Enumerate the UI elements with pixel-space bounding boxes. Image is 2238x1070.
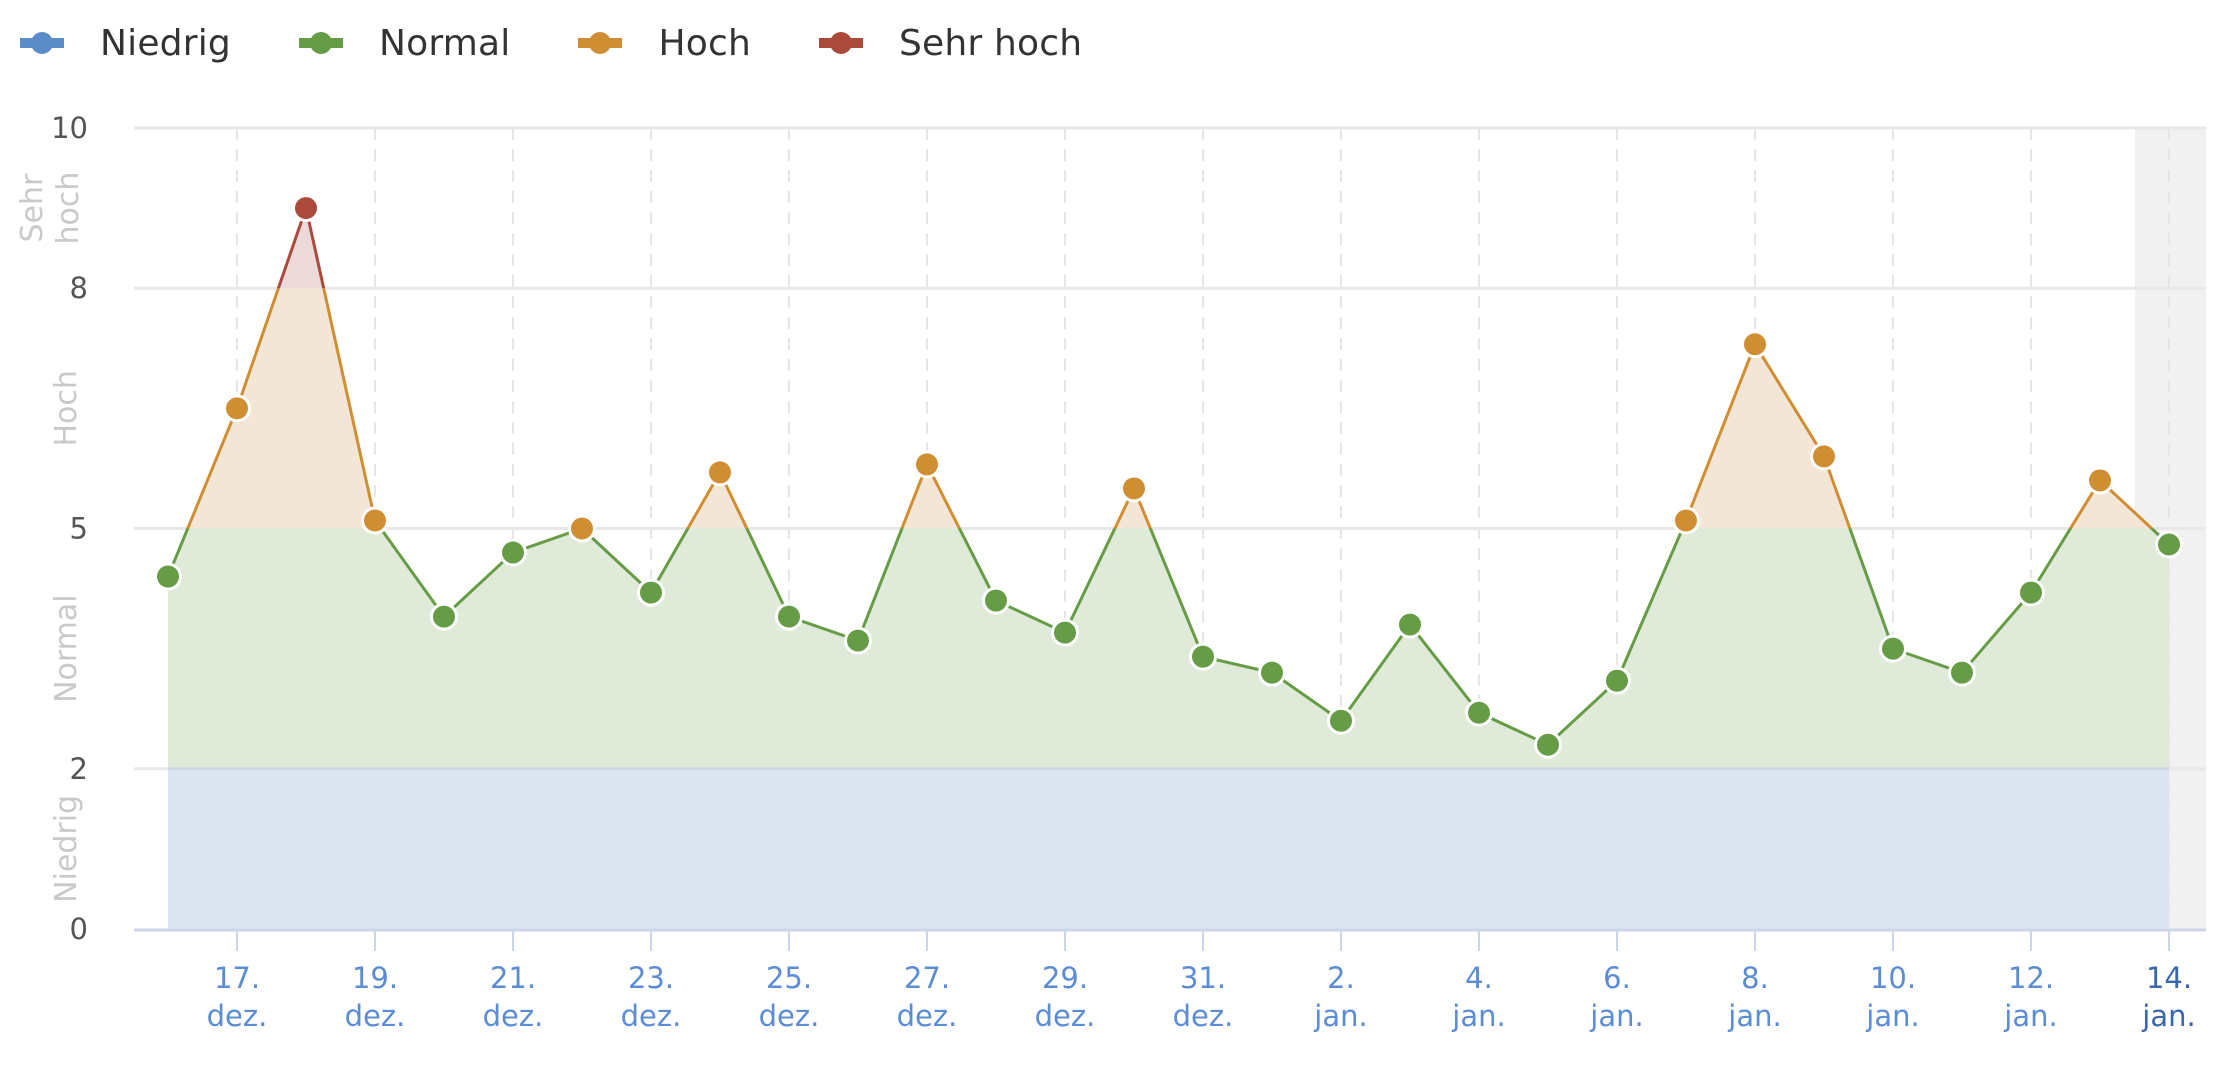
data-point[interactable] (223, 394, 251, 423)
data-point[interactable] (706, 458, 734, 487)
x-tick-label: 17. dez. (207, 961, 268, 1033)
x-tick-label: 2. jan. (1313, 961, 1367, 1033)
data-point[interactable] (775, 602, 803, 631)
x-tick-label: 6. jan. (1589, 961, 1643, 1033)
x-tick-label: 31. dez. (1173, 961, 1234, 1033)
series-line-segment (166, 528, 2171, 747)
band-axis-label: Normal (49, 594, 84, 703)
y-tick-label: 5 (70, 512, 88, 546)
data-point[interactable] (499, 538, 527, 567)
data-point[interactable] (637, 578, 665, 607)
legend-item-hoch[interactable]: Hoch (578, 23, 751, 64)
data-point[interactable] (1120, 474, 1148, 503)
x-tick-label: 23. dez. (621, 961, 682, 1033)
legend-item-normal[interactable]: Normal (299, 23, 510, 64)
data-point[interactable] (1741, 330, 1769, 359)
legend-label: Normal (379, 22, 511, 64)
data-point[interactable] (1396, 610, 1424, 639)
y-tick-label: 10 (51, 111, 88, 145)
data-point[interactable] (1603, 666, 1631, 695)
series-line-segment (186, 288, 2154, 529)
band-area-hoch (187, 288, 2152, 529)
data-point[interactable] (1189, 642, 1217, 671)
data-point[interactable] (2017, 578, 2045, 607)
data-point[interactable] (1327, 706, 1355, 735)
band-axis-label: Niedrig (49, 795, 84, 903)
x-tick-label: 4. jan. (1451, 961, 1505, 1033)
data-point[interactable] (1534, 730, 1562, 759)
x-tick-label: 14. jan. (2141, 961, 2195, 1033)
x-tick-label: 29. dez. (1035, 961, 1096, 1033)
band-axis-label: Hoch (49, 370, 84, 446)
x-tick-label: 19. dez. (345, 961, 406, 1033)
data-point[interactable] (1948, 658, 1976, 687)
y-tick-label: 0 (70, 912, 88, 946)
x-tick-label: 8. jan. (1727, 961, 1781, 1033)
circle-line-marker-icon (818, 32, 863, 54)
x-tick-label: 21. dez. (483, 961, 544, 1033)
y-tick-label: 2 (70, 752, 88, 786)
data-point[interactable] (568, 514, 596, 543)
circle-line-marker-icon (578, 32, 623, 54)
data-point[interactable] (361, 506, 389, 535)
circle-line-marker-icon (299, 32, 343, 54)
data-point[interactable] (1879, 634, 1907, 663)
data-point[interactable] (1258, 658, 1286, 687)
data-point[interactable] (154, 562, 182, 591)
band-area-sehr-hoch (278, 208, 324, 289)
legend-label: Niedrig (100, 22, 231, 64)
data-point[interactable] (292, 194, 320, 223)
legend-item-niedrig[interactable]: Niedrig (20, 23, 231, 64)
chart-legend: Niedrig Normal Hoch Sehr hoch (20, 14, 1150, 72)
data-point[interactable] (2155, 530, 2183, 559)
legend-item-sehr-hoch[interactable]: Sehr hoch (818, 22, 1083, 64)
data-point[interactable] (1051, 618, 1079, 647)
legend-label: Hoch (658, 22, 751, 64)
y-tick-label: 8 (70, 271, 88, 305)
x-tick-label: 10. jan. (1865, 961, 1919, 1033)
band-axis-label: Sehrhoch (15, 172, 86, 245)
data-point[interactable] (1810, 442, 1838, 471)
legend-label: Sehr hoch (898, 22, 1083, 64)
x-tick-label: 25. dez. (759, 961, 820, 1033)
data-point[interactable] (1672, 506, 1700, 535)
data-point[interactable] (982, 586, 1010, 615)
band-area-normal (168, 528, 2169, 769)
data-point[interactable] (1465, 698, 1493, 727)
data-point[interactable] (913, 450, 941, 479)
data-point[interactable] (844, 626, 872, 655)
band-area-niedrig (168, 768, 2169, 929)
x-tick-label: 12. jan. (2003, 961, 2057, 1033)
data-point[interactable] (2086, 466, 2114, 495)
x-tick-label: 27. dez. (897, 961, 958, 1033)
data-point[interactable] (430, 602, 458, 631)
circle-line-marker-icon (20, 32, 64, 54)
